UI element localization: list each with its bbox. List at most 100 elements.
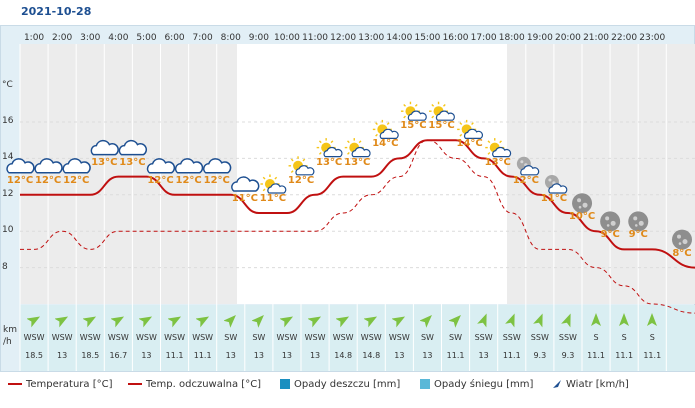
hour-label: 15:00 xyxy=(414,33,441,43)
hour-label: 7:00 xyxy=(192,33,213,43)
wind-speed: 18.5 xyxy=(25,351,43,360)
wind-arrow-icon xyxy=(329,312,357,332)
day-band xyxy=(237,44,507,304)
legend-snow[interactable]: Opady śniegu [mm] xyxy=(420,379,533,390)
wind-speed: 13 xyxy=(281,351,293,360)
wind-arrow-icon xyxy=(161,312,189,332)
wind-arrow-icon xyxy=(104,312,132,332)
hour-label: 20:00 xyxy=(554,33,581,43)
wind-unit-km: km xyxy=(3,325,17,335)
snow-swatch-icon xyxy=(420,379,430,389)
temperature-value-label: 8°C xyxy=(672,247,692,259)
temperature-value-label: 12°C xyxy=(147,174,174,186)
wind-direction: WSW xyxy=(164,333,185,342)
wind-arrow-icon xyxy=(385,312,413,332)
hour-label: 16:00 xyxy=(442,33,469,43)
hour-label: 3:00 xyxy=(80,33,101,43)
legend-feels-like[interactable]: Temp. odczuwalna [°C] xyxy=(128,379,261,390)
partly-cloudy-icon xyxy=(288,156,315,176)
wind-speed: 13 xyxy=(57,351,68,360)
wind-arrow-icon xyxy=(76,312,104,332)
wind-arrow-icon xyxy=(413,312,441,332)
temperature-value-label: 15°C xyxy=(400,120,427,132)
hour-label: 14:00 xyxy=(386,33,413,43)
y-tick-label: 16 xyxy=(2,116,14,126)
wind-direction: WSW xyxy=(192,333,214,342)
cloud-icon xyxy=(174,158,204,174)
moon-cloud-icon xyxy=(544,175,568,194)
hour-label: 9:00 xyxy=(248,33,269,43)
wind-speed: 11.1 xyxy=(193,351,212,360)
wind-speed: 13 xyxy=(422,351,433,360)
temperature-value-label: 13°C xyxy=(91,156,118,168)
cloud-icon xyxy=(62,158,91,174)
wind-arrow-icon xyxy=(132,312,160,332)
temperature-value-label: 9°C xyxy=(628,229,648,241)
hour-label: 12:00 xyxy=(330,33,357,43)
wind-arrow-icon xyxy=(273,312,301,332)
wind-arrow-icon xyxy=(526,312,554,332)
temperature-value-label: 11°C xyxy=(231,193,258,204)
wind-arrow-icon xyxy=(217,312,245,332)
temperature-value-label: 12°C xyxy=(35,174,62,186)
legend-rain[interactable]: Opady deszczu [mm] xyxy=(280,379,400,390)
sun-cloud-icon xyxy=(429,101,455,121)
hour-label: 8:00 xyxy=(220,33,241,43)
moon-icon xyxy=(572,193,593,214)
wind-direction: WSW xyxy=(304,333,326,342)
hour-label: 6:00 xyxy=(164,33,185,43)
wind-direction: WSW xyxy=(360,333,382,342)
wind-arrow-icon xyxy=(554,312,582,332)
temperature-value-label: 12°C xyxy=(6,174,34,186)
wind-arrow-icon xyxy=(610,312,638,332)
wind-arrow-icon xyxy=(245,312,273,332)
hour-label: 11:00 xyxy=(302,33,329,43)
wind-arrow-icon xyxy=(20,312,48,332)
partly-cloudy-icon xyxy=(316,138,343,158)
wind-speed: 11.1 xyxy=(165,351,184,360)
wind-direction: SSW xyxy=(474,333,493,342)
hour-label: 23:00 xyxy=(639,33,666,43)
rain-swatch-icon xyxy=(280,379,290,389)
hour-label: 1:00 xyxy=(23,33,45,43)
wind-speed: 13 xyxy=(253,351,264,360)
cloud-icon xyxy=(118,139,148,156)
temperature-line xyxy=(19,139,695,269)
wind-direction: SSW xyxy=(530,333,549,342)
wind-speed: 11.1 xyxy=(446,351,465,360)
wind-arrow-icon xyxy=(48,312,76,332)
temperature-value-label: 9°C xyxy=(600,229,620,241)
wind-direction: SW xyxy=(252,333,266,342)
temperature-value-label: 12°C xyxy=(63,174,90,186)
partly-cloudy-icon xyxy=(457,119,484,139)
legend-line-icon xyxy=(8,383,22,385)
wind-speed: 11.1 xyxy=(643,351,662,360)
legend-wind[interactable]: Wiatr [km/h] xyxy=(552,379,629,390)
wind-arrow-icon xyxy=(582,312,610,332)
hour-label: 10:00 xyxy=(273,33,300,43)
y-tick-label: 8 xyxy=(2,261,8,272)
temperature-value-label: 10°C xyxy=(568,211,596,223)
wind-speed: 11.1 xyxy=(615,351,634,360)
moon-icon xyxy=(672,229,692,250)
temperature-value-label: 12°C xyxy=(203,174,230,186)
legend-temperature[interactable]: Temperatura [°C] xyxy=(8,379,113,390)
wind-speed: 9.3 xyxy=(561,351,575,360)
date-title: 2021-10-28 xyxy=(21,5,92,18)
sun-cloud-icon xyxy=(400,101,427,121)
moon-icon xyxy=(600,211,621,232)
wind-arrow-icon xyxy=(470,312,498,332)
hour-label: 2:00 xyxy=(52,33,73,43)
wind-speed: 11.1 xyxy=(502,351,521,360)
cloud-icon xyxy=(231,176,260,192)
y-tick-label: 10 xyxy=(2,225,14,236)
wind-arrow-icon xyxy=(553,380,561,388)
wind-direction: SW xyxy=(449,333,463,342)
wind-unit-label: km /h xyxy=(3,324,17,348)
wind-speed: 13 xyxy=(394,351,405,360)
wind-speed: 13 xyxy=(141,351,152,360)
temperature-value-label: 13°C xyxy=(344,156,371,168)
moon-icon xyxy=(628,211,649,232)
wind-direction: S xyxy=(593,333,599,342)
